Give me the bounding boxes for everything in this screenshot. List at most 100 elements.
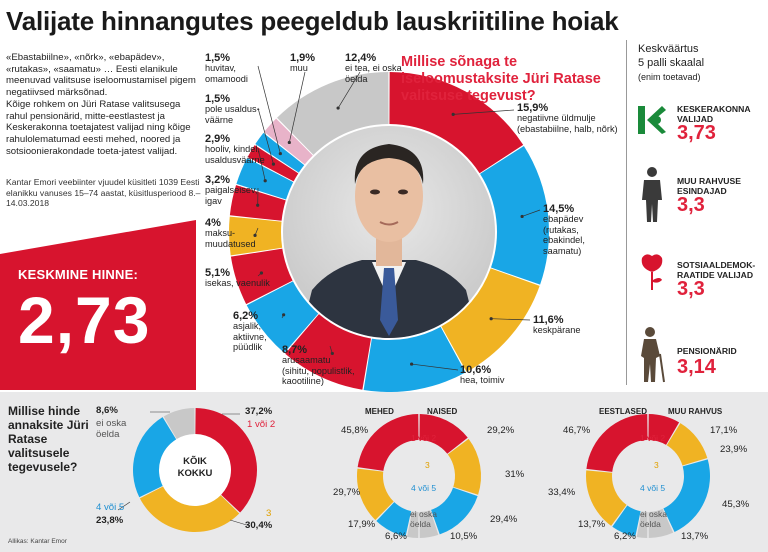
est-slice-3 [586,414,648,472]
total-donut-center [159,434,231,506]
keskerakond-logo-dot [653,116,661,124]
pair1-legend-red: 1 või 2 [411,433,437,443]
average-value: 2,73 [18,283,151,357]
intro-paragraph-2: Kõige rohkem on Jüri Ratase valitsusega … [6,98,191,157]
slice-text-untrustworthy: pole usaldus- väärne [205,104,260,125]
other-pct-blue: 45,3% [722,499,750,510]
keskerakond-logo-icon [638,106,666,134]
estonians-title: EESTLASED [599,407,648,416]
slice-label-selfish: 5,1% isekas, vaenulik [205,268,270,289]
main-leader-dot-4 [330,351,334,356]
side-group-value-pensioners: 3,14 [677,356,716,378]
slice-label-confusing: 8,7% arusaamatu (sihitu, populistlik, kao… [282,345,355,387]
main-leader-dot-12 [287,140,291,145]
slice-label-incompetent: 14,5% ebapädev (rutakas, ebakindel, saama… [543,204,585,256]
slice-label-untrustworthy: 1,5% pole usaldus- väärne [205,94,260,125]
total-donut-title: KÕIK KOKKU [177,456,213,479]
side-group-value-sotsdem: 3,3 [677,278,705,300]
main-donut-chart [229,65,549,392]
pair1-legend-gray: ei oska öelda [410,509,437,529]
slice-pct-confusing: 8,7% [282,344,308,356]
slice-label-dontknow: 12,4% ei tea, ei oska öelda [345,53,402,84]
rose-logo-stem [651,272,653,290]
elderly-person-body [641,339,660,382]
total-slice-1 [139,486,240,532]
total-pct-blue: 23,8% [96,515,124,526]
total-slice-0 [195,408,257,513]
slice-text-other: muu [290,63,308,74]
est-pct-blue: 13,7% [578,519,606,530]
slice-text-incompetent: ebapädev (rutakas, ebakindel, saamatu) [543,214,585,256]
slice-pct-dontknow: 12,4% [345,52,377,64]
slice-pct-businesslike: 6,2% [233,310,259,322]
bottom-donut-slices [133,408,711,538]
side-group-name-other-nation: MUU RAHVUSE ESINDAJAD [677,176,741,196]
elderly-person-head [645,327,655,337]
est-slice-1 [612,505,641,537]
pair2-legend-yellow: 3 [654,460,659,470]
side-divider-line [626,40,627,385]
main-slice-6 [230,248,293,305]
side-group-name-kesk: KESKERAKONNA VALIJAD [677,104,751,124]
main-leader-2 [491,318,531,321]
main-leader-dot-5 [282,313,286,317]
side-group-name-sotsdem: SOTSIAALDEMOK- RAATIDE VALIJAD [677,260,756,280]
slice-label-stagnant: 3,2% paigalseisev, igav [205,175,257,206]
total-slice-3 [163,408,195,439]
rose-logo-leaf [653,278,662,283]
slice-label-good: 10,6% hea, toimiv [460,365,504,386]
slice-pct-mediocre: 11,6% [533,314,564,326]
slice-pct-stagnant: 3,2% [205,174,231,186]
pair2-legend-gray: ei oska öelda [640,509,667,529]
main-leader-lines [253,65,541,371]
total-label-yellow: 3 [266,508,272,519]
slice-text-mediocre: keskpärane [533,325,581,336]
women-pct-gray: 10,5% [450,531,478,542]
main-leader-dot-9 [263,179,267,183]
slice-pct-interesting: 1,5% [205,52,231,64]
pair1-legend-yellow: 3 [425,460,430,470]
main-leader-dot-0 [451,112,455,116]
leader-total-blue [117,501,131,511]
men-slice-0 [406,511,419,538]
slice-pct-untrustworthy: 1,5% [205,93,231,105]
slice-label-mediocre: 11,6% keskpärane [533,315,581,336]
bottom-leader-lines [117,411,251,527]
elderly-person-cane [659,353,665,383]
slice-text-confusing: arusaamatu (sihitu, populistlik, kaootil… [282,355,355,387]
othernat-slice-3 [648,508,674,538]
women-slice-3 [419,510,439,538]
main-leader-3 [411,363,459,371]
slice-text-businesslike: asjalik, aktiivne, püüdlik [233,321,267,353]
other-pct-gray: 13,7% [681,531,709,542]
total-pct-yellow: 30,4% [245,520,273,531]
rose-logo-flower [641,254,663,272]
person-silhouette-body [642,180,662,222]
men-title: MEHED [365,407,394,416]
side-title: Keskväärtus 5 palli skaalal (enim toetav… [638,42,704,84]
slice-text-selfish: isekas, vaenulik [205,278,270,289]
main-leader-dot-2 [489,317,493,321]
men-pct-gray: 6,6% [385,531,407,542]
women-slice-0 [419,414,468,454]
side-divider [626,40,627,385]
othernat-slice-0 [648,414,680,445]
elderly-person-icon [641,327,665,383]
bottom-question: Millise hinde annaksite Jüri Ratase vali… [8,404,89,474]
slice-pct-good: 10,6% [460,364,492,376]
main-slice-0 [389,72,524,174]
side-group-value-other-nation: 3,3 [677,194,705,216]
othernat-slice-2 [663,459,711,533]
average-block-shape [0,220,196,390]
men-slice-3 [357,414,419,471]
pair2-legend-blue: 4 või 5 [640,483,666,493]
slice-label-interesting: 1,5% huvitav, omamoodi [205,53,248,84]
main-leader-11 [257,65,281,154]
slice-text-dontknow: ei tea, ei oska öelda [345,63,402,84]
men-slice-1 [376,502,412,537]
main-leader-dot-8 [256,203,260,207]
slice-pct-selfish: 5,1% [205,267,231,279]
women-pct-yellow: 31% [505,469,525,480]
slice-text-tax: maksu- muudatused [205,228,256,249]
rose-logo-icon [641,254,663,290]
